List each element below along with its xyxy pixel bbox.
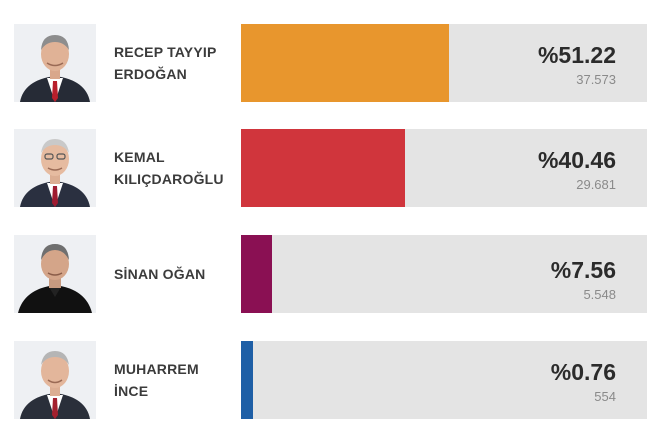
- candidate-row: KEMAL KILIÇDAROĞLU %40.46 29.681: [0, 129, 662, 211]
- candidate-portrait-icon: [14, 235, 96, 313]
- candidate-portrait-icon: [14, 24, 96, 102]
- vote-count: 29.681: [576, 177, 616, 192]
- vote-count: 37.573: [576, 72, 616, 87]
- vote-share-fill: [241, 129, 406, 207]
- vote-share-fill: [241, 341, 254, 419]
- candidate-row: MUHARREM İNCE %0.76 554: [0, 341, 662, 423]
- candidate-name: SİNAN OĞAN: [114, 266, 206, 282]
- candidate-portrait-icon: [14, 129, 96, 207]
- vote-share-fill: [241, 24, 449, 102]
- vote-percent: %40.46: [537, 147, 616, 173]
- vote-share-bar: %51.22 37.573: [241, 24, 647, 102]
- vote-share-fill: [241, 235, 272, 313]
- candidate-name: MUHARREM İNCE: [114, 361, 199, 399]
- vote-count: 5.548: [583, 287, 616, 302]
- candidate-portrait-icon: [14, 341, 96, 419]
- vote-percent: %51.22: [537, 42, 616, 68]
- candidate-name: RECEP TAYYIP ERDOĞAN: [114, 44, 217, 82]
- vote-share-bar: %40.46 29.681: [241, 129, 647, 207]
- candidate-row: SİNAN OĞAN %7.56 5.548: [0, 235, 662, 317]
- vote-percent: %0.76: [550, 359, 616, 385]
- candidate-row: RECEP TAYYIP ERDOĞAN %51.22 37.573: [0, 24, 662, 106]
- vote-share-bar: %7.56 5.548: [241, 235, 647, 313]
- vote-count: 554: [594, 389, 616, 404]
- candidate-name: KEMAL KILIÇDAROĞLU: [114, 149, 224, 187]
- vote-share-bar: %0.76 554: [241, 341, 647, 419]
- vote-percent: %7.56: [550, 257, 616, 283]
